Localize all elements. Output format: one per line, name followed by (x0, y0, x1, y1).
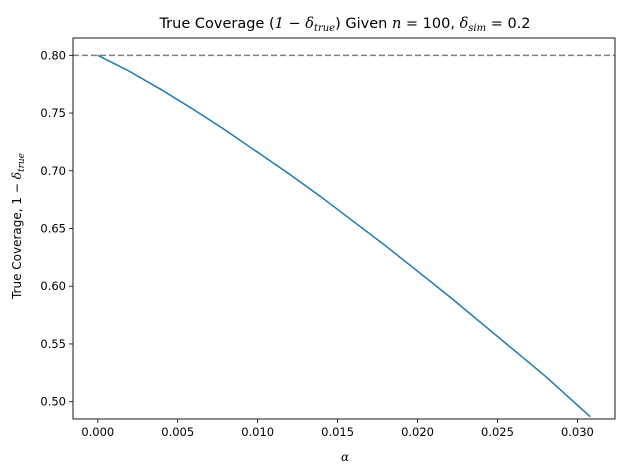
x-tick-label: 0.025 (481, 425, 514, 439)
x-tick-label: 0.015 (321, 425, 354, 439)
y-tick-label: 0.50 (40, 395, 66, 409)
x-axis-ticks: 0.000 0.005 0.010 0.015 0.020 0.025 0.030 (81, 419, 594, 439)
y-tick-label: 0.65 (40, 222, 66, 236)
y-tick-label: 0.70 (40, 164, 66, 178)
y-axis-ticks: 0.50 0.55 0.60 0.65 0.70 0.75 0.80 (40, 48, 73, 409)
plot-frame (72, 37, 616, 420)
plot-marks (73, 54, 615, 418)
x-tick-label: 0.005 (161, 425, 194, 439)
y-tick-label: 0.80 (40, 48, 66, 62)
x-tick-label: 0.010 (241, 425, 274, 439)
y-axis-label: True Coverage, 1 − δtrue (10, 153, 27, 300)
series-line-1 (97, 54, 591, 418)
chart-title: True Coverage (1 − δtrue) Given n = 100,… (158, 16, 530, 34)
x-tick-label: 0.030 (561, 425, 594, 439)
y-tick-label: 0.55 (40, 337, 66, 351)
y-tick-label: 0.60 (40, 279, 66, 293)
y-tick-label: 0.75 (40, 106, 66, 120)
x-tick-label: 0.020 (401, 425, 434, 439)
x-tick-label: 0.000 (81, 425, 114, 439)
x-axis-label: α (341, 450, 349, 464)
